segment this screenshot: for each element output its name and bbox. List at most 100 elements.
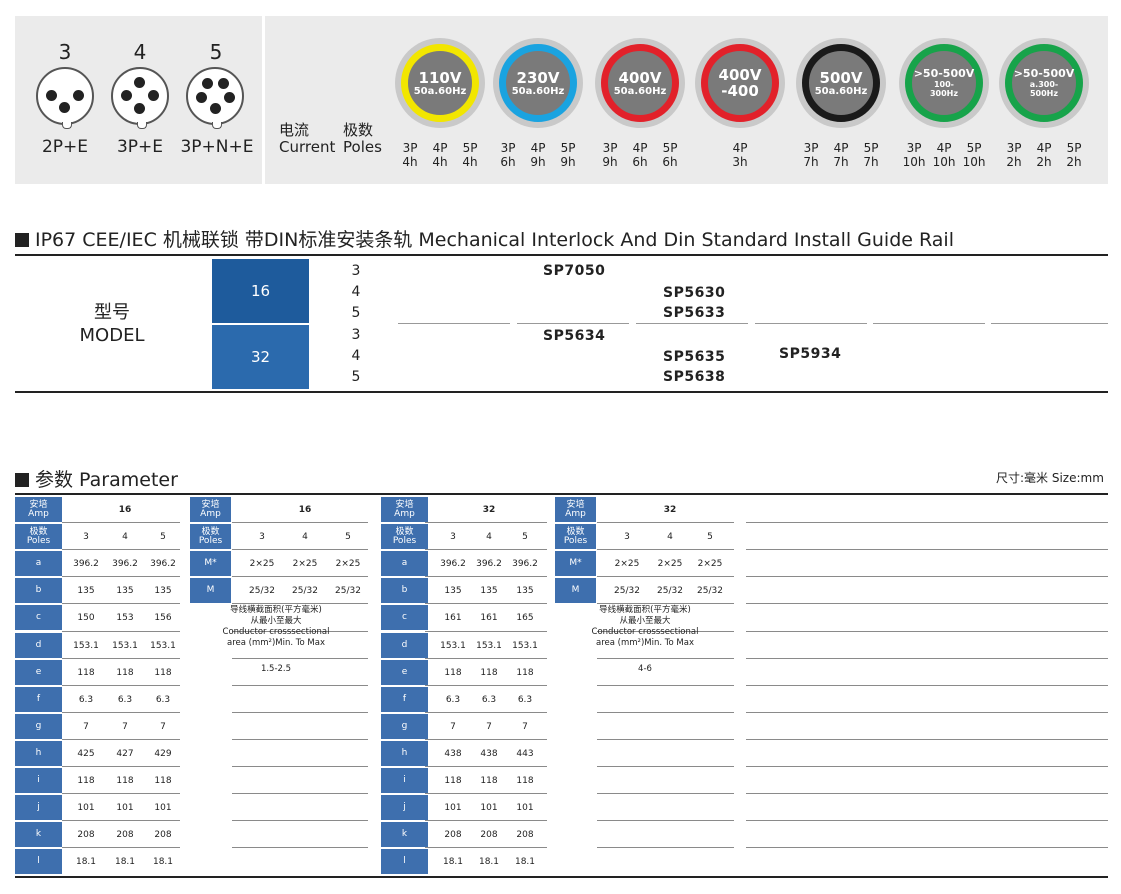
ring-pole-spec: 4P 9h [526,141,550,169]
dim-value: 118 [116,667,134,678]
divider [755,323,867,324]
m-star-value: 2×25 [657,559,683,570]
dim-value: 6.3 [155,694,171,705]
model-code: SP5630 [663,285,726,301]
pole-hour-position: 4h [432,155,448,169]
model-label-cn: 型号 [94,302,130,323]
pole-count: 5P [462,141,478,155]
dim-value: 425 [77,748,95,759]
dim-value: 118 [444,776,462,786]
row-divider [746,684,1108,686]
pole-32-4: 4 [351,348,361,364]
m-value: 25/32 [335,586,361,597]
dim-value: 153.1 [112,640,138,651]
pole-hour-position: 4h [462,155,478,169]
row-divider [746,711,1108,713]
dim-value: 101 [116,803,134,814]
row-divider [746,522,1108,524]
pin-count-5: 5 [209,40,223,64]
poles-label-cell: 极数 Poles [381,524,428,550]
pole-count: 4P [632,141,648,155]
row-divider [232,766,368,767]
pole-value: 3 [259,532,265,543]
dim-label-a: a [381,551,428,577]
pole-value: 4 [302,532,308,543]
row-divider [425,738,547,740]
divider [873,323,985,324]
voltage-ring-1: 110V 50a.60Hz [395,38,485,128]
pole-16-3: 3 [351,263,361,279]
ring-pole-spec: 5P 10h [962,141,986,169]
config-3p-n-e: 3P+N+E [180,137,254,157]
dim-label-c: c [15,605,62,631]
row-divider [597,847,734,849]
row-divider [597,549,734,551]
amp-value: 16 [298,505,312,515]
row-divider [425,549,547,551]
ring-pole-spec: 5P 9h [556,141,580,169]
row-divider [746,549,1108,551]
row-divider [746,847,1108,849]
m-star-value: 2×25 [335,559,361,570]
row-divider [425,793,547,795]
row-divider [425,630,547,632]
dim-label-h: h [381,740,428,766]
poles-label-cell: 极数 Poles [190,524,231,550]
dim-label-b: b [381,578,428,604]
row-divider [597,603,734,605]
dim-value: 7 [450,721,456,732]
row-divider [597,793,734,795]
dim-label-d: d [381,632,428,658]
ring-pole-spec: 4P 10h [932,141,956,169]
row-divider [746,793,1108,795]
dim-value: 7 [160,721,166,732]
ring-face: 400V 50a.60Hz [601,44,679,122]
row-divider [232,603,368,605]
ring-pole-spec: 5P 2h [1062,141,1086,169]
pole-hour-position: 3h [732,155,748,169]
pole-value: 5 [160,532,166,543]
ring-pole-spec: 3P 2h [1002,141,1026,169]
row-divider [425,576,547,578]
row-divider [62,711,180,713]
dim-value: 153 [116,613,134,624]
dim-value: 208 [77,830,95,841]
row-divider [232,630,368,632]
m-label: M [555,578,596,604]
conductor-label-en: Conductor crosssectional [222,627,330,638]
ring-pole-spec: 4P 2h [1032,141,1056,169]
row-divider [597,684,734,686]
dim-value: 443 [516,748,534,759]
model-label-en: MODEL [79,325,145,346]
pole-hour-position: 6h [500,155,516,169]
row-divider [425,684,547,686]
pole-count: 4P [432,141,448,155]
dim-label-d: d [15,632,62,658]
row-divider [62,766,180,767]
row-divider [597,711,734,713]
divider [636,323,748,324]
dim-value: 396.2 [73,559,99,570]
row-divider [597,766,734,767]
config-3p-e: 3P+E [116,137,164,157]
conductor-label-cn2: 从最小至最大 [250,616,302,627]
pole-count: 3P [602,141,618,155]
poles-label-cell: 极数 Poles [15,524,62,550]
row-divider [232,847,368,849]
m-star-value: 2×25 [292,559,318,570]
row-divider [597,522,734,524]
ring-frequency: a.300- [1029,80,1059,89]
dim-value: 135 [154,586,172,597]
legend-poles-en: Poles [343,138,382,156]
conductor-label-en: Conductor crosssectional [591,627,699,638]
pole-count: 3P [1006,141,1022,155]
row-divider [746,738,1108,740]
amp-label-en: Amp [394,508,415,519]
row-divider [425,711,547,713]
dim-value: 118 [480,776,498,786]
dim-label-i: i [15,768,62,794]
pole-count: 3P [500,141,516,155]
m-star-value: 2×25 [249,559,275,570]
dim-value: 7 [486,721,492,732]
amp-label-en: Amp [28,508,49,519]
